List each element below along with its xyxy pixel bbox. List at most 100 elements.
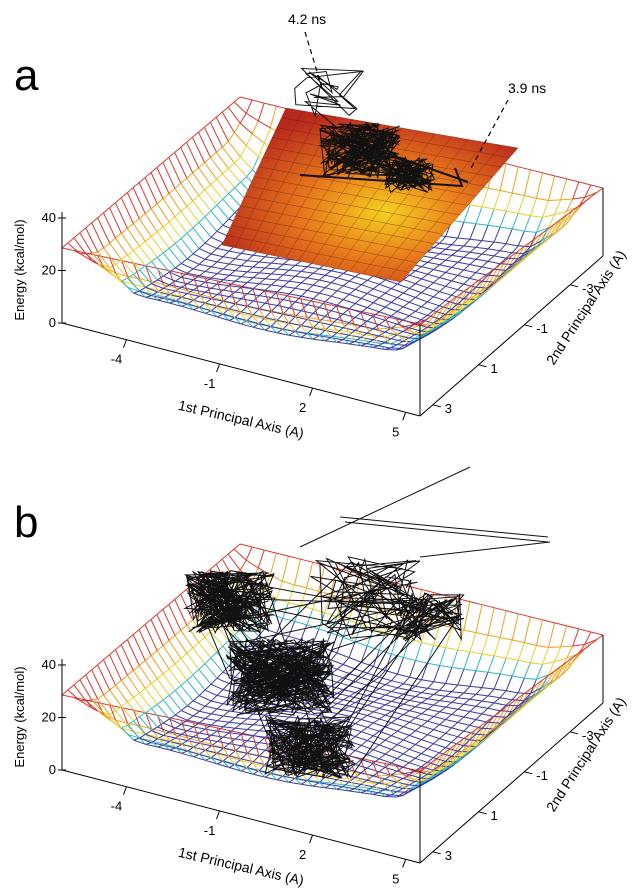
mesh-segment bbox=[523, 700, 531, 707]
mesh-segment bbox=[324, 328, 332, 337]
mesh-segment bbox=[474, 725, 482, 731]
mesh-segment bbox=[360, 780, 373, 784]
mesh-segment bbox=[270, 279, 278, 286]
mesh-segment bbox=[439, 665, 452, 668]
mesh-segment bbox=[403, 657, 416, 661]
mesh-segment bbox=[223, 256, 236, 260]
mesh-segment bbox=[252, 261, 260, 268]
mesh-segment bbox=[175, 267, 188, 274]
mesh-segment bbox=[103, 242, 110, 249]
mesh-segment bbox=[456, 291, 463, 298]
mesh-segment bbox=[396, 657, 404, 675]
mesh-segment bbox=[270, 310, 278, 322]
mesh-segment bbox=[180, 238, 194, 255]
mesh-segment bbox=[109, 704, 117, 721]
mesh-segment bbox=[330, 290, 338, 297]
mesh-segment bbox=[198, 753, 206, 761]
mesh-segment bbox=[181, 730, 188, 735]
mesh-segment bbox=[529, 247, 537, 254]
x-tick-label: -4 bbox=[111, 799, 123, 814]
mesh-segment bbox=[198, 642, 212, 659]
mesh-segment bbox=[373, 722, 386, 728]
mesh-segment bbox=[342, 664, 356, 670]
mesh-segment bbox=[463, 256, 476, 260]
mesh-segment bbox=[523, 169, 531, 196]
mesh-segment bbox=[371, 760, 379, 777]
mesh-segment bbox=[258, 714, 266, 721]
mesh-segment bbox=[463, 692, 476, 695]
mesh-segment bbox=[432, 323, 440, 329]
mesh-segment bbox=[403, 703, 416, 708]
mesh-segment bbox=[211, 724, 224, 728]
mesh-segment bbox=[487, 260, 501, 265]
mesh-segment bbox=[445, 285, 458, 291]
mesh-segment bbox=[408, 327, 422, 332]
mesh-segment bbox=[451, 727, 464, 732]
mesh-segment bbox=[235, 316, 248, 321]
mesh-segment bbox=[355, 681, 368, 686]
mesh-segment bbox=[319, 268, 332, 272]
mesh-segment bbox=[468, 282, 476, 289]
mesh-segment bbox=[91, 222, 105, 249]
mesh-segment bbox=[506, 610, 519, 615]
mesh-segment bbox=[294, 330, 302, 338]
mesh-segment bbox=[469, 733, 477, 741]
mesh-segment bbox=[271, 698, 284, 701]
mesh-segment bbox=[390, 323, 398, 329]
mesh-segment bbox=[505, 639, 513, 659]
mesh-segment bbox=[505, 714, 513, 722]
mesh-segment bbox=[348, 289, 356, 295]
mesh-segment bbox=[402, 762, 410, 768]
mesh-segment bbox=[251, 546, 265, 551]
mesh-segment bbox=[223, 300, 236, 305]
mesh-segment bbox=[397, 718, 410, 723]
mesh-segment bbox=[469, 272, 477, 279]
mesh-segment bbox=[451, 289, 458, 296]
mesh-segment bbox=[174, 188, 188, 207]
mesh-segment bbox=[227, 132, 235, 142]
mesh-segment bbox=[379, 688, 392, 692]
mesh-segment bbox=[217, 283, 230, 287]
mesh-segment bbox=[427, 761, 440, 767]
mesh-segment bbox=[300, 277, 308, 284]
mesh-segment bbox=[210, 651, 218, 659]
mesh-segment bbox=[355, 711, 368, 716]
mesh-segment bbox=[300, 780, 308, 785]
mesh-segment bbox=[294, 301, 308, 306]
mesh-segment bbox=[403, 274, 410, 281]
mesh-segment bbox=[391, 680, 404, 685]
mesh-segment bbox=[163, 731, 176, 736]
mesh-segment bbox=[372, 792, 379, 795]
mesh-segment bbox=[233, 96, 241, 103]
mesh-segment bbox=[372, 297, 380, 304]
mesh-segment bbox=[174, 599, 188, 626]
mesh-segment bbox=[505, 711, 513, 718]
mesh-segment bbox=[391, 722, 404, 728]
mesh-segment bbox=[204, 631, 212, 638]
mesh-segment bbox=[560, 198, 573, 201]
mesh-segment bbox=[97, 694, 104, 700]
mesh-segment bbox=[372, 786, 385, 790]
mesh-segment bbox=[175, 280, 188, 285]
mesh-segment bbox=[487, 241, 495, 250]
mesh-segment bbox=[180, 147, 194, 174]
highlight-gridline bbox=[221, 244, 402, 283]
mesh-segment bbox=[198, 216, 206, 223]
mesh-segment bbox=[103, 712, 117, 725]
mesh-segment bbox=[294, 316, 308, 320]
mesh-segment bbox=[216, 694, 230, 699]
mesh-segment bbox=[511, 251, 518, 257]
mesh-segment bbox=[150, 236, 164, 254]
mesh-segment bbox=[330, 277, 338, 283]
mesh-segment bbox=[283, 263, 296, 266]
mesh-segment bbox=[542, 232, 555, 241]
mesh-segment bbox=[186, 647, 194, 654]
mesh-segment bbox=[162, 226, 176, 244]
mesh-segment bbox=[463, 264, 471, 271]
mesh-segment bbox=[523, 688, 531, 695]
mesh-segment bbox=[174, 211, 182, 218]
mesh-segment bbox=[144, 177, 158, 204]
mesh-segment bbox=[132, 182, 140, 188]
mesh-segment bbox=[355, 677, 362, 683]
mesh-segment bbox=[469, 286, 477, 294]
